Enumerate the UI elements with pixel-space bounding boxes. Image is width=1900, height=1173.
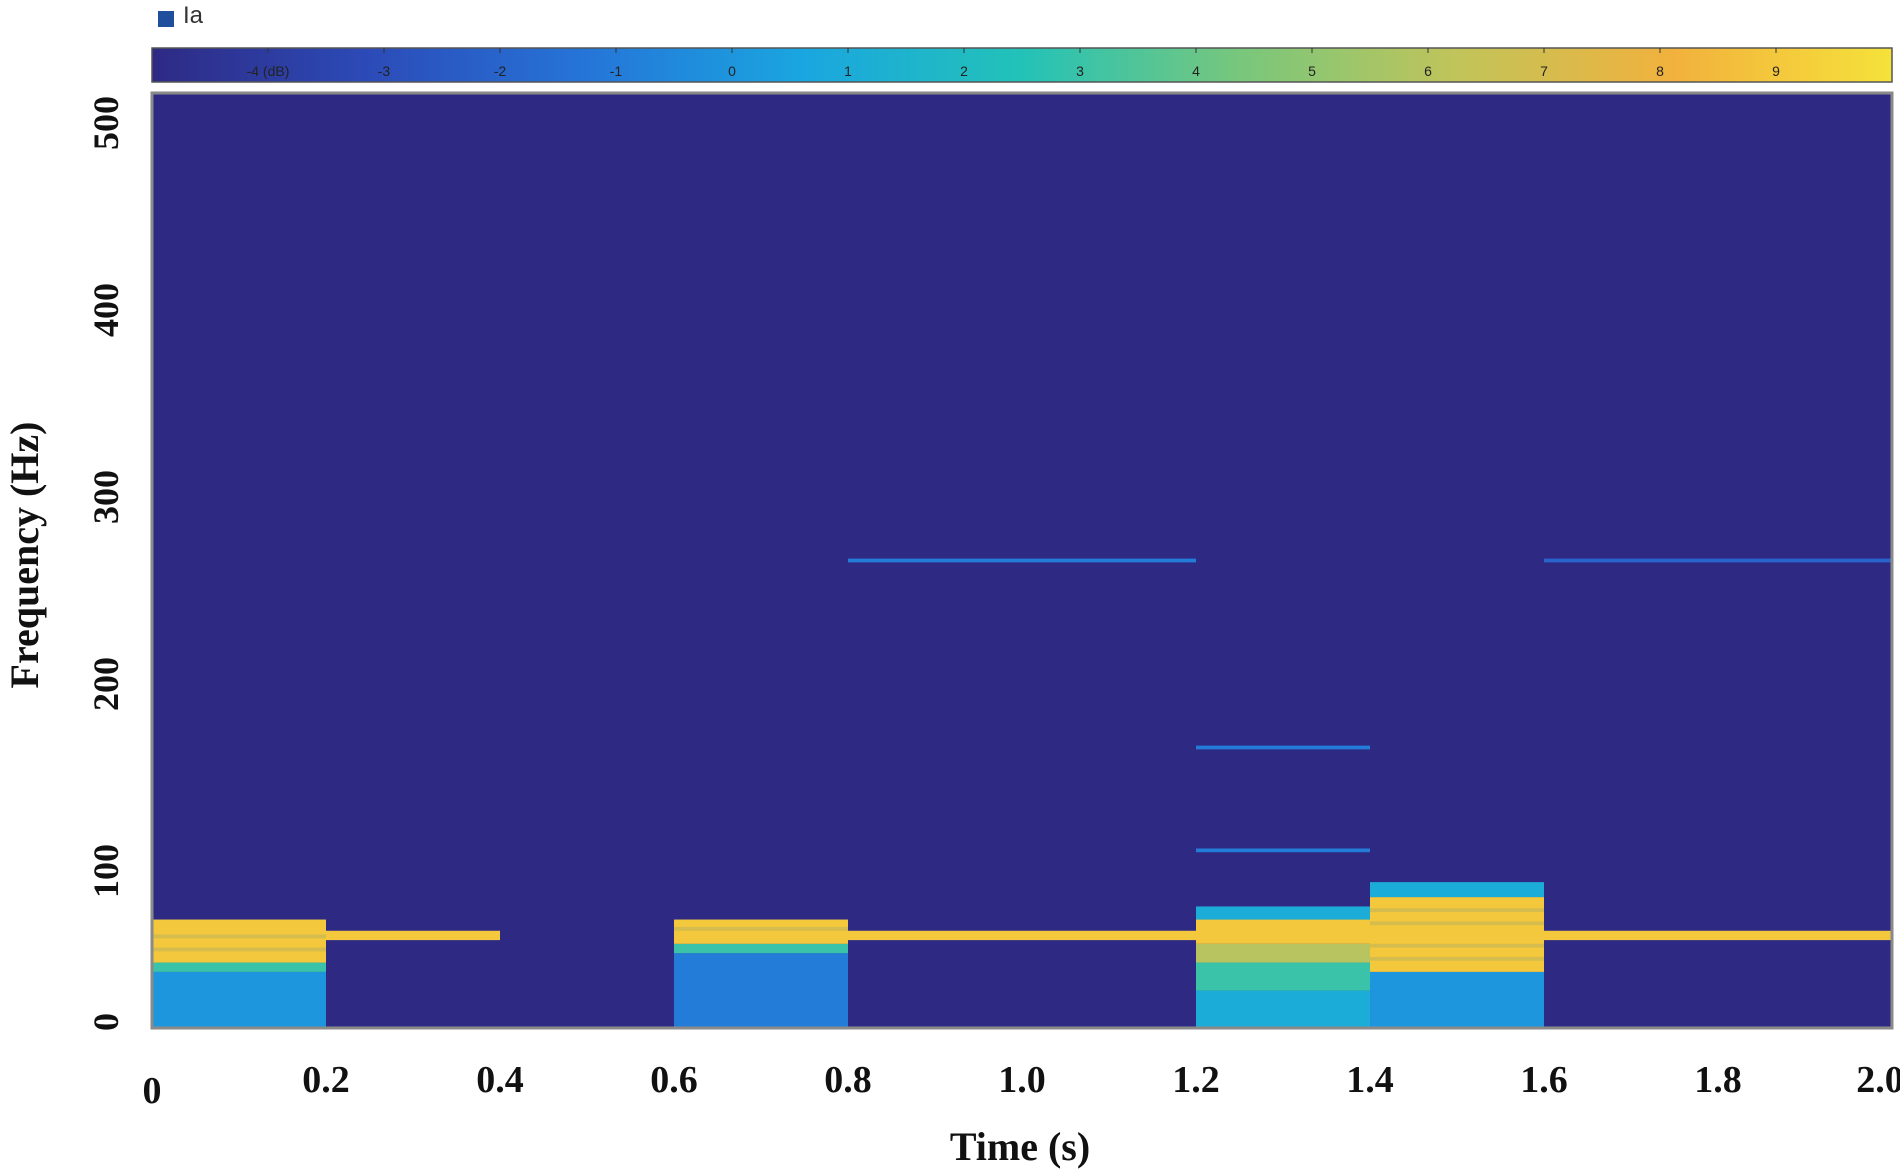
heatmap-band [152, 934, 326, 939]
heatmap-band [1196, 919, 1370, 944]
heatmap-band [1196, 962, 1370, 991]
x-tick-label: 0.2 [302, 1059, 350, 1101]
x-tick-label: 1.2 [1172, 1059, 1220, 1101]
heatmap-band [1196, 943, 1370, 963]
heatmap-band [674, 953, 848, 1028]
x-axis-title: Time (s) [950, 1124, 1090, 1169]
legend-swatch [158, 11, 174, 27]
colorbar: -4 (dB) -3 -2 -1 0 1 2 3 4 5 6 7 8 9 [151, 47, 1893, 83]
y-axis-title: Frequency (Hz) [2, 422, 47, 689]
x-axis-ticks: 0 0.2 0.4 0.6 0.8 1.0 1.2 1.4 1.6 1.8 2.0 [143, 1059, 1900, 1112]
heatmap-band [1196, 990, 1370, 1028]
heatmap-band [848, 558, 1196, 563]
heatmap-band [152, 919, 326, 963]
y-tick-label: 500 [86, 96, 126, 150]
y-tick-label: 300 [86, 470, 126, 524]
colorbar-gradient [151, 47, 1893, 83]
x-tick-label: 0.8 [824, 1059, 872, 1101]
colorbar-tick-label: -4 (dB) [247, 63, 290, 79]
heatmap-band [674, 919, 848, 944]
colorbar-tick-label: 4 [1192, 63, 1200, 79]
heatmap-band [1370, 956, 1544, 961]
x-tick-label: 2.0 [1856, 1059, 1900, 1101]
heatmap-band [674, 943, 848, 954]
heatmap-band [1370, 971, 1544, 1028]
colorbar-tick-label: 6 [1424, 63, 1432, 79]
x-tick-label: 1.4 [1346, 1059, 1394, 1101]
colorbar-tick-label: -3 [378, 63, 391, 79]
y-tick-label: 200 [86, 657, 126, 711]
x-tick-label: 1.6 [1520, 1059, 1568, 1101]
heatmap-band [674, 927, 848, 931]
colorbar-tick-label: 7 [1540, 63, 1548, 79]
heatmap-band [1196, 906, 1370, 920]
x-tick-label: 0 [143, 1070, 162, 1112]
heatmap-band [1370, 908, 1544, 913]
colorbar-tick-label: 1 [844, 63, 852, 79]
x-tick-label: 0.4 [476, 1059, 524, 1101]
colorbar-tick-label: -2 [494, 63, 507, 79]
heatmap-band [1544, 558, 1892, 563]
heatmap-band [1196, 848, 1370, 853]
colorbar-tick-label: 8 [1656, 63, 1664, 79]
y-tick-label: 400 [86, 283, 126, 337]
y-tick-label: 0 [86, 1013, 126, 1031]
colorbar-tick-label: 0 [728, 63, 736, 79]
heatmap-band [1196, 745, 1370, 750]
heatmap-band [1370, 921, 1544, 926]
plot-area [150, 91, 1894, 1030]
x-tick-label: 0.6 [650, 1059, 698, 1101]
heatmap-band [1370, 943, 1544, 948]
x-tick-label: 1.0 [998, 1059, 1046, 1101]
colorbar-tick-label: 9 [1772, 63, 1780, 79]
colorbar-tick-label: 2 [960, 63, 968, 79]
y-tick-label: 100 [86, 844, 126, 898]
heatmap-band [152, 947, 326, 952]
heatmap-band [152, 962, 326, 972]
plot-frame [150, 91, 1894, 1030]
heatmap-band [152, 971, 326, 1028]
legend-label: Ia [183, 2, 204, 29]
heatmap-band [1544, 930, 1892, 941]
heatmap-band [326, 930, 500, 941]
heatmap-band [1370, 882, 1544, 898]
heatmap-band [848, 930, 1196, 941]
colorbar-tick-label: -1 [610, 63, 623, 79]
colorbar-tick-label: 5 [1308, 63, 1316, 79]
x-tick-label: 1.8 [1694, 1059, 1742, 1101]
y-axis-ticks: 0 100 200 300 400 500 [86, 96, 126, 1031]
colorbar-tick-label: 3 [1076, 63, 1084, 79]
